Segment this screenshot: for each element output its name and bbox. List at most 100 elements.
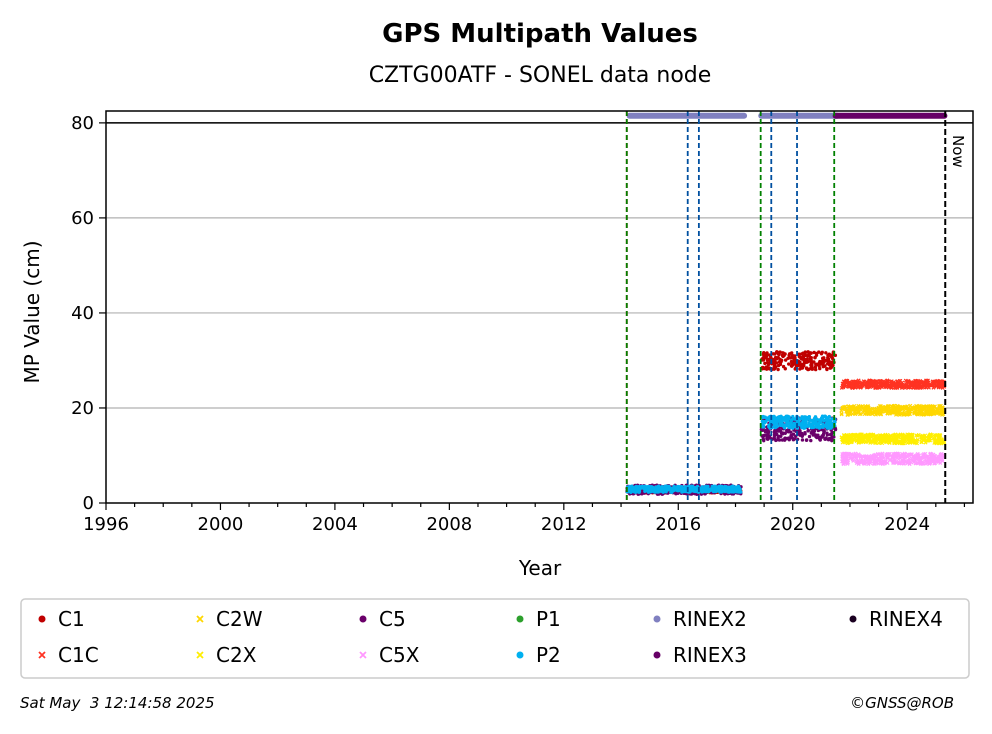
point: [670, 489, 674, 493]
point: [808, 418, 812, 422]
point: [820, 356, 825, 361]
point: [940, 384, 945, 389]
point: [789, 364, 794, 368]
point: [786, 430, 791, 434]
point: [912, 409, 917, 414]
legend-item-c1: C1: [38, 607, 85, 631]
point: [815, 425, 819, 429]
point: [825, 431, 829, 435]
legend-label: C1C: [58, 643, 99, 667]
point: [713, 484, 718, 489]
point: [813, 367, 818, 372]
point: [932, 411, 937, 416]
point: [907, 412, 913, 417]
point: [859, 460, 864, 465]
point: [789, 359, 794, 364]
point: [782, 353, 786, 358]
point: [825, 367, 829, 372]
point: [915, 453, 921, 458]
point: [643, 487, 647, 492]
point: [859, 437, 864, 442]
point: [853, 412, 858, 417]
point: [820, 350, 824, 355]
point: [817, 422, 821, 427]
legend-marker: [196, 651, 204, 659]
point: [824, 437, 829, 441]
point: [893, 405, 899, 410]
point: [668, 486, 672, 490]
point: [923, 454, 928, 459]
point: [833, 427, 838, 432]
point: [766, 431, 770, 436]
point: [798, 429, 802, 433]
point: [913, 407, 918, 412]
point: [898, 454, 903, 459]
legend-label: RINEX2: [673, 607, 747, 631]
legend-marker: [359, 615, 367, 623]
point: [916, 409, 921, 414]
point: [880, 405, 885, 410]
point: [663, 484, 668, 488]
x-tick-label: 2000: [198, 514, 244, 535]
point: [878, 378, 883, 383]
point: [810, 365, 814, 370]
legend-label: C2W: [216, 607, 263, 631]
point: [869, 383, 874, 389]
point: [648, 490, 653, 494]
point: [734, 490, 739, 494]
point: [772, 423, 777, 428]
legend-label: C2X: [216, 643, 257, 667]
point: [851, 452, 856, 457]
point: [827, 423, 831, 427]
point: [910, 406, 915, 411]
point: [778, 420, 782, 424]
point: [926, 438, 931, 443]
point: [762, 353, 767, 357]
point: [889, 409, 894, 414]
point: [932, 461, 937, 466]
point: [852, 407, 857, 412]
point: [909, 437, 914, 442]
axis-ticks: 1996 2000 2004 2008 2012 2016 2020 2024 0 20 40 60 8…: [71, 113, 966, 535]
point: [776, 436, 780, 440]
point: [711, 489, 716, 494]
point: [814, 420, 818, 425]
point: [766, 437, 770, 441]
legend-item-c1c: C1C: [38, 643, 99, 667]
point: [846, 451, 851, 456]
point: [727, 486, 731, 490]
point: [811, 419, 815, 424]
point: [819, 419, 823, 424]
point: [879, 454, 885, 459]
point: [824, 417, 828, 422]
point: [851, 432, 856, 437]
point: [785, 421, 790, 425]
point: [811, 431, 815, 435]
x-tick-label: 2008: [426, 514, 472, 535]
point: [783, 424, 787, 429]
point: [762, 419, 766, 424]
point: [912, 440, 917, 445]
point: [829, 355, 834, 359]
point: [859, 432, 864, 437]
point: [899, 384, 904, 389]
point: [851, 380, 856, 385]
point: [780, 418, 785, 423]
point: [786, 356, 790, 360]
point: [910, 381, 915, 387]
point: [840, 452, 845, 457]
point: [763, 430, 768, 434]
point: [720, 484, 724, 489]
point: [904, 379, 909, 384]
point: [664, 490, 668, 494]
point: [924, 408, 929, 413]
point: [904, 384, 909, 389]
point: [779, 431, 784, 435]
point: [857, 384, 862, 389]
point: [918, 379, 923, 384]
point: [773, 357, 777, 362]
point: [914, 378, 919, 383]
point: [787, 362, 791, 366]
point: [788, 356, 793, 360]
point: [877, 382, 883, 387]
